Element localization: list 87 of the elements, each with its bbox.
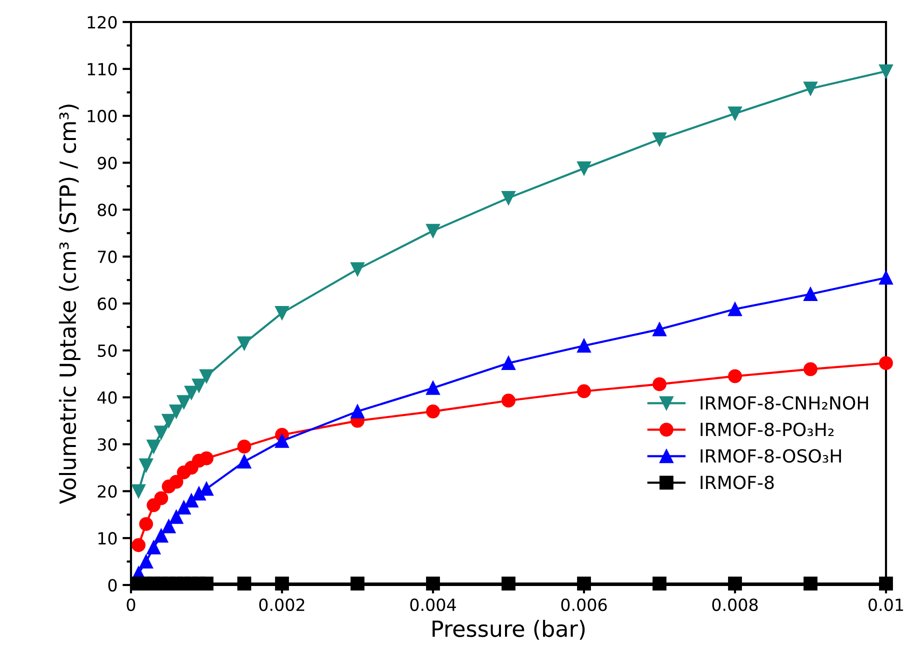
point	[154, 491, 168, 506]
point	[577, 338, 591, 353]
point	[502, 356, 516, 370]
y-tick-label: 40	[97, 391, 117, 404]
point	[169, 510, 184, 524]
y-axis-title: Volumetric Uptake (cm³ (STP) / cm³)	[58, 104, 80, 504]
point	[728, 106, 742, 120]
legend-label: IRMOF-8-CNH₂NOH	[700, 396, 868, 410]
point	[879, 270, 893, 285]
y-tick-label: 30	[98, 438, 117, 451]
point	[804, 362, 818, 376]
point	[146, 440, 161, 454]
x-tick-label: 0.008	[712, 598, 758, 612]
point	[275, 576, 289, 591]
point	[200, 451, 214, 466]
point	[728, 576, 742, 591]
point	[200, 369, 214, 384]
point	[652, 322, 666, 336]
legend-label: IRMOF-8	[700, 476, 774, 490]
point	[176, 395, 191, 409]
x-tick-label: 0.004	[410, 598, 456, 612]
point	[162, 519, 176, 534]
point	[237, 454, 252, 469]
point	[577, 384, 591, 398]
y-tick-label: 100	[88, 110, 117, 122]
point	[350, 576, 364, 591]
point	[426, 576, 440, 591]
point	[804, 287, 818, 302]
point	[139, 554, 154, 568]
point	[577, 576, 591, 591]
point	[502, 394, 516, 408]
point	[139, 517, 154, 531]
y-tick-label: 20	[98, 485, 117, 498]
point	[176, 500, 191, 515]
y-tick-label: 80	[98, 204, 117, 216]
y-tick-label: 60	[98, 297, 117, 310]
y-tick-label: 90	[98, 156, 117, 170]
x-axis-title: Pressure (bar)	[432, 620, 585, 640]
point	[502, 576, 516, 591]
point	[139, 458, 154, 472]
point	[192, 378, 206, 393]
point	[200, 482, 214, 496]
point	[169, 404, 184, 418]
point	[879, 356, 893, 370]
point	[237, 576, 252, 591]
point	[426, 404, 440, 418]
x-tick-label: 0.002	[259, 598, 304, 612]
point	[184, 494, 198, 508]
y-tick-label: 50	[98, 344, 117, 357]
point	[350, 262, 364, 276]
point	[350, 404, 364, 418]
y-tick-label: 110	[88, 62, 117, 76]
point	[169, 474, 184, 489]
point	[275, 306, 289, 320]
point	[502, 190, 516, 205]
point	[132, 484, 146, 498]
point	[426, 381, 440, 395]
point	[652, 576, 666, 591]
x-tick-label: 0	[126, 598, 136, 612]
point	[154, 528, 168, 543]
point	[728, 369, 742, 384]
point	[426, 224, 440, 238]
point	[237, 440, 252, 454]
point	[237, 336, 252, 350]
y-tick-label: 0	[108, 578, 117, 592]
point	[184, 386, 198, 400]
x-tick-label: 0.006	[561, 598, 607, 612]
y-tick-label: 70	[98, 250, 117, 264]
point	[154, 426, 168, 440]
point	[652, 132, 666, 146]
legend-label: IRMOF-8-PO₃H₂	[700, 422, 834, 436]
legend-label: IRMOF-8-OSO₃H	[700, 449, 841, 463]
point	[728, 302, 742, 316]
point	[162, 414, 176, 428]
point	[804, 576, 818, 591]
point	[577, 161, 591, 176]
point	[804, 82, 818, 96]
point	[652, 377, 666, 392]
point	[275, 434, 289, 448]
point	[200, 576, 214, 591]
point	[132, 538, 146, 552]
point	[879, 576, 893, 591]
point	[879, 64, 893, 78]
point	[146, 540, 161, 554]
y-tick-label: 10	[98, 532, 117, 545]
y-tick-label: 120	[88, 16, 117, 29]
x-tick-label: 0.01	[868, 598, 904, 612]
